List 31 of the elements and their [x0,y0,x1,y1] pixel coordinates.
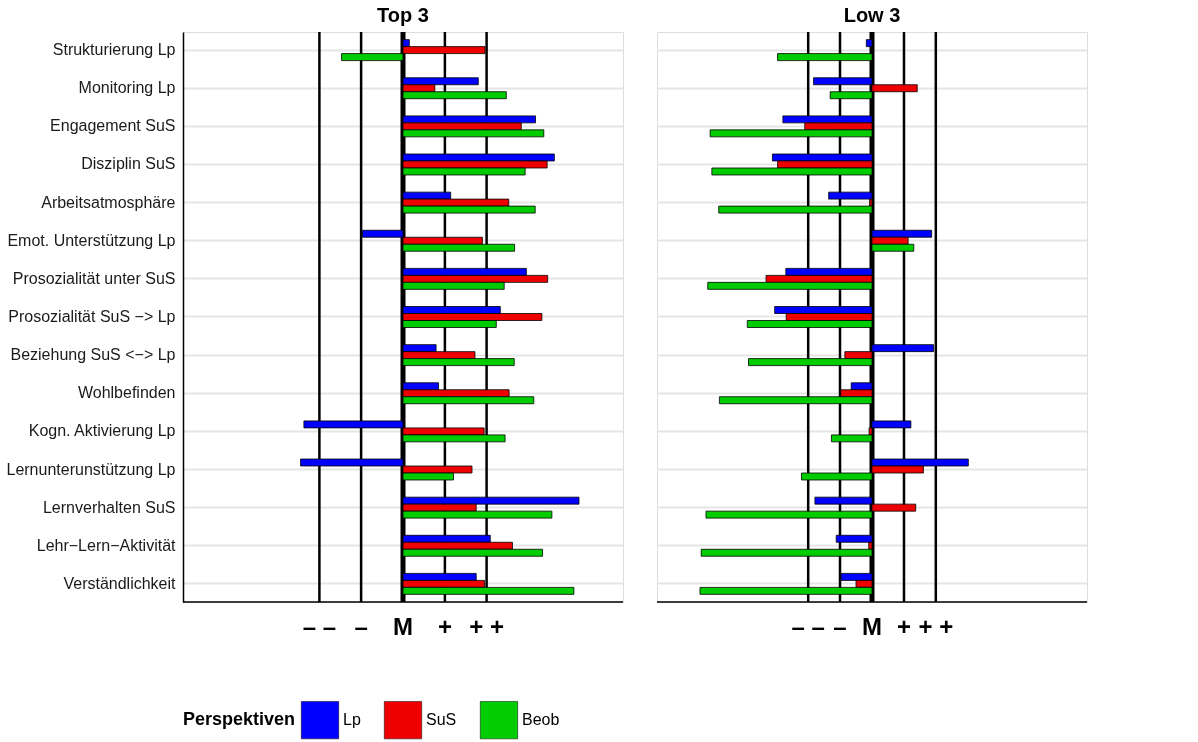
y-tick-label: Strukturierung Lp [52,41,176,59]
y-tick-label: Verständlichkeit [63,574,177,592]
legend-title: Perspektiven [183,709,296,729]
ref-line-label: M [862,613,882,640]
y-tick-label: Emot. Unterstützung Lp [7,231,176,249]
ref-line-label: + + [469,613,504,640]
legend-label: SuS [426,711,457,729]
y-tick-label: Lehr−Lern−Aktivität [36,536,177,554]
y-tick-label: Kogn. Aktivierung Lp [28,422,176,440]
ref-line-label: – – [791,613,825,640]
y-tick-label: Monitoring Lp [78,79,176,97]
legend-label: Lp [343,711,361,729]
y-tick-label: Engagement SuS [50,117,176,135]
y-tick-label: Arbeitsatmosphäre [41,193,176,211]
chart-title: Top 3 [377,3,429,26]
ref-line-label: M [393,613,413,640]
chart-title: Low 3 [843,3,901,26]
y-tick-label: Wohlbefinden [77,384,176,402]
ref-line-label: – [833,613,847,640]
ref-line-label: – [354,613,368,640]
ref-line-label: + [896,613,911,640]
y-tick-label: Disziplin SuS [81,155,176,173]
y-tick-label: Lernunterunstützung Lp [6,460,176,478]
ref-line-label: + + [918,613,954,640]
legend-label: Beob [522,711,560,729]
y-tick-label: Prosozialität unter SuS [12,269,176,287]
y-tick-label: Prosozialität SuS −> Lp [8,308,176,325]
y-tick-label: Beziehung SuS <−> Lp [10,346,176,364]
ref-line-label: – – [302,613,337,640]
ref-line-label: + [437,613,452,640]
y-tick-label: Lernverhalten SuS [42,498,176,516]
